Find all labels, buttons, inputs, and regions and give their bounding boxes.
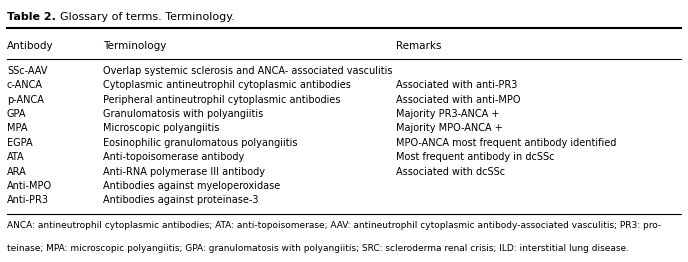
Text: Majority PR3-ANCA +: Majority PR3-ANCA + [396, 109, 499, 119]
Text: Overlap systemic sclerosis and ANCA- associated vasculitis: Overlap systemic sclerosis and ANCA- ass… [103, 66, 393, 76]
Text: EGPA: EGPA [7, 138, 32, 148]
Text: Associated with anti-MPO: Associated with anti-MPO [396, 95, 520, 105]
Text: Anti-PR3: Anti-PR3 [7, 195, 49, 205]
Text: MPA: MPA [7, 123, 28, 133]
Text: Most frequent antibody in dcSSc: Most frequent antibody in dcSSc [396, 152, 554, 162]
Text: Peripheral antineutrophil cytoplasmic antibodies: Peripheral antineutrophil cytoplasmic an… [103, 95, 341, 105]
Text: Microscopic polyangiitis: Microscopic polyangiitis [103, 123, 219, 133]
Text: Antibodies against proteinase-3: Antibodies against proteinase-3 [103, 195, 259, 205]
Text: Anti-RNA polymerase III antibody: Anti-RNA polymerase III antibody [103, 167, 265, 177]
Text: GPA: GPA [7, 109, 26, 119]
Text: SSc-AAV: SSc-AAV [7, 66, 47, 76]
Text: MPO-ANCA most frequent antibody identified: MPO-ANCA most frequent antibody identifi… [396, 138, 616, 148]
Text: Antibodies against myeloperoxidase: Antibodies against myeloperoxidase [103, 181, 281, 191]
Text: Associated with anti-PR3: Associated with anti-PR3 [396, 80, 517, 90]
Text: Table 2.: Table 2. [7, 12, 56, 22]
Text: Anti-MPO: Anti-MPO [7, 181, 52, 191]
Text: Cytoplasmic antineutrophil cytoplasmic antibodies: Cytoplasmic antineutrophil cytoplasmic a… [103, 80, 351, 90]
Text: Eosinophilic granulomatous polyangiitis: Eosinophilic granulomatous polyangiitis [103, 138, 298, 148]
Text: ATA: ATA [7, 152, 25, 162]
Text: Granulomatosis with polyangiitis: Granulomatosis with polyangiitis [103, 109, 264, 119]
Text: Glossary of terms. Terminology.: Glossary of terms. Terminology. [60, 12, 235, 22]
Text: Associated with dcSSc: Associated with dcSSc [396, 167, 505, 177]
Text: ARA: ARA [7, 167, 27, 177]
Text: Terminology: Terminology [103, 41, 166, 51]
Text: c-ANCA: c-ANCA [7, 80, 43, 90]
Text: Remarks: Remarks [396, 41, 441, 51]
Text: Antibody: Antibody [7, 41, 54, 51]
Text: Majority MPO-ANCA +: Majority MPO-ANCA + [396, 123, 502, 133]
Text: ANCA: antineutrophil cytoplasmic antibodies; ATA: anti-topoisomerase; AAV: antin: ANCA: antineutrophil cytoplasmic antibod… [7, 221, 661, 230]
Text: p-ANCA: p-ANCA [7, 95, 44, 105]
Text: teinase; MPA: microscopic polyangiitis; GPA: granulomatosis with polyangiitis; S: teinase; MPA: microscopic polyangiitis; … [7, 244, 629, 253]
Text: Anti-topoisomerase antibody: Anti-topoisomerase antibody [103, 152, 244, 162]
